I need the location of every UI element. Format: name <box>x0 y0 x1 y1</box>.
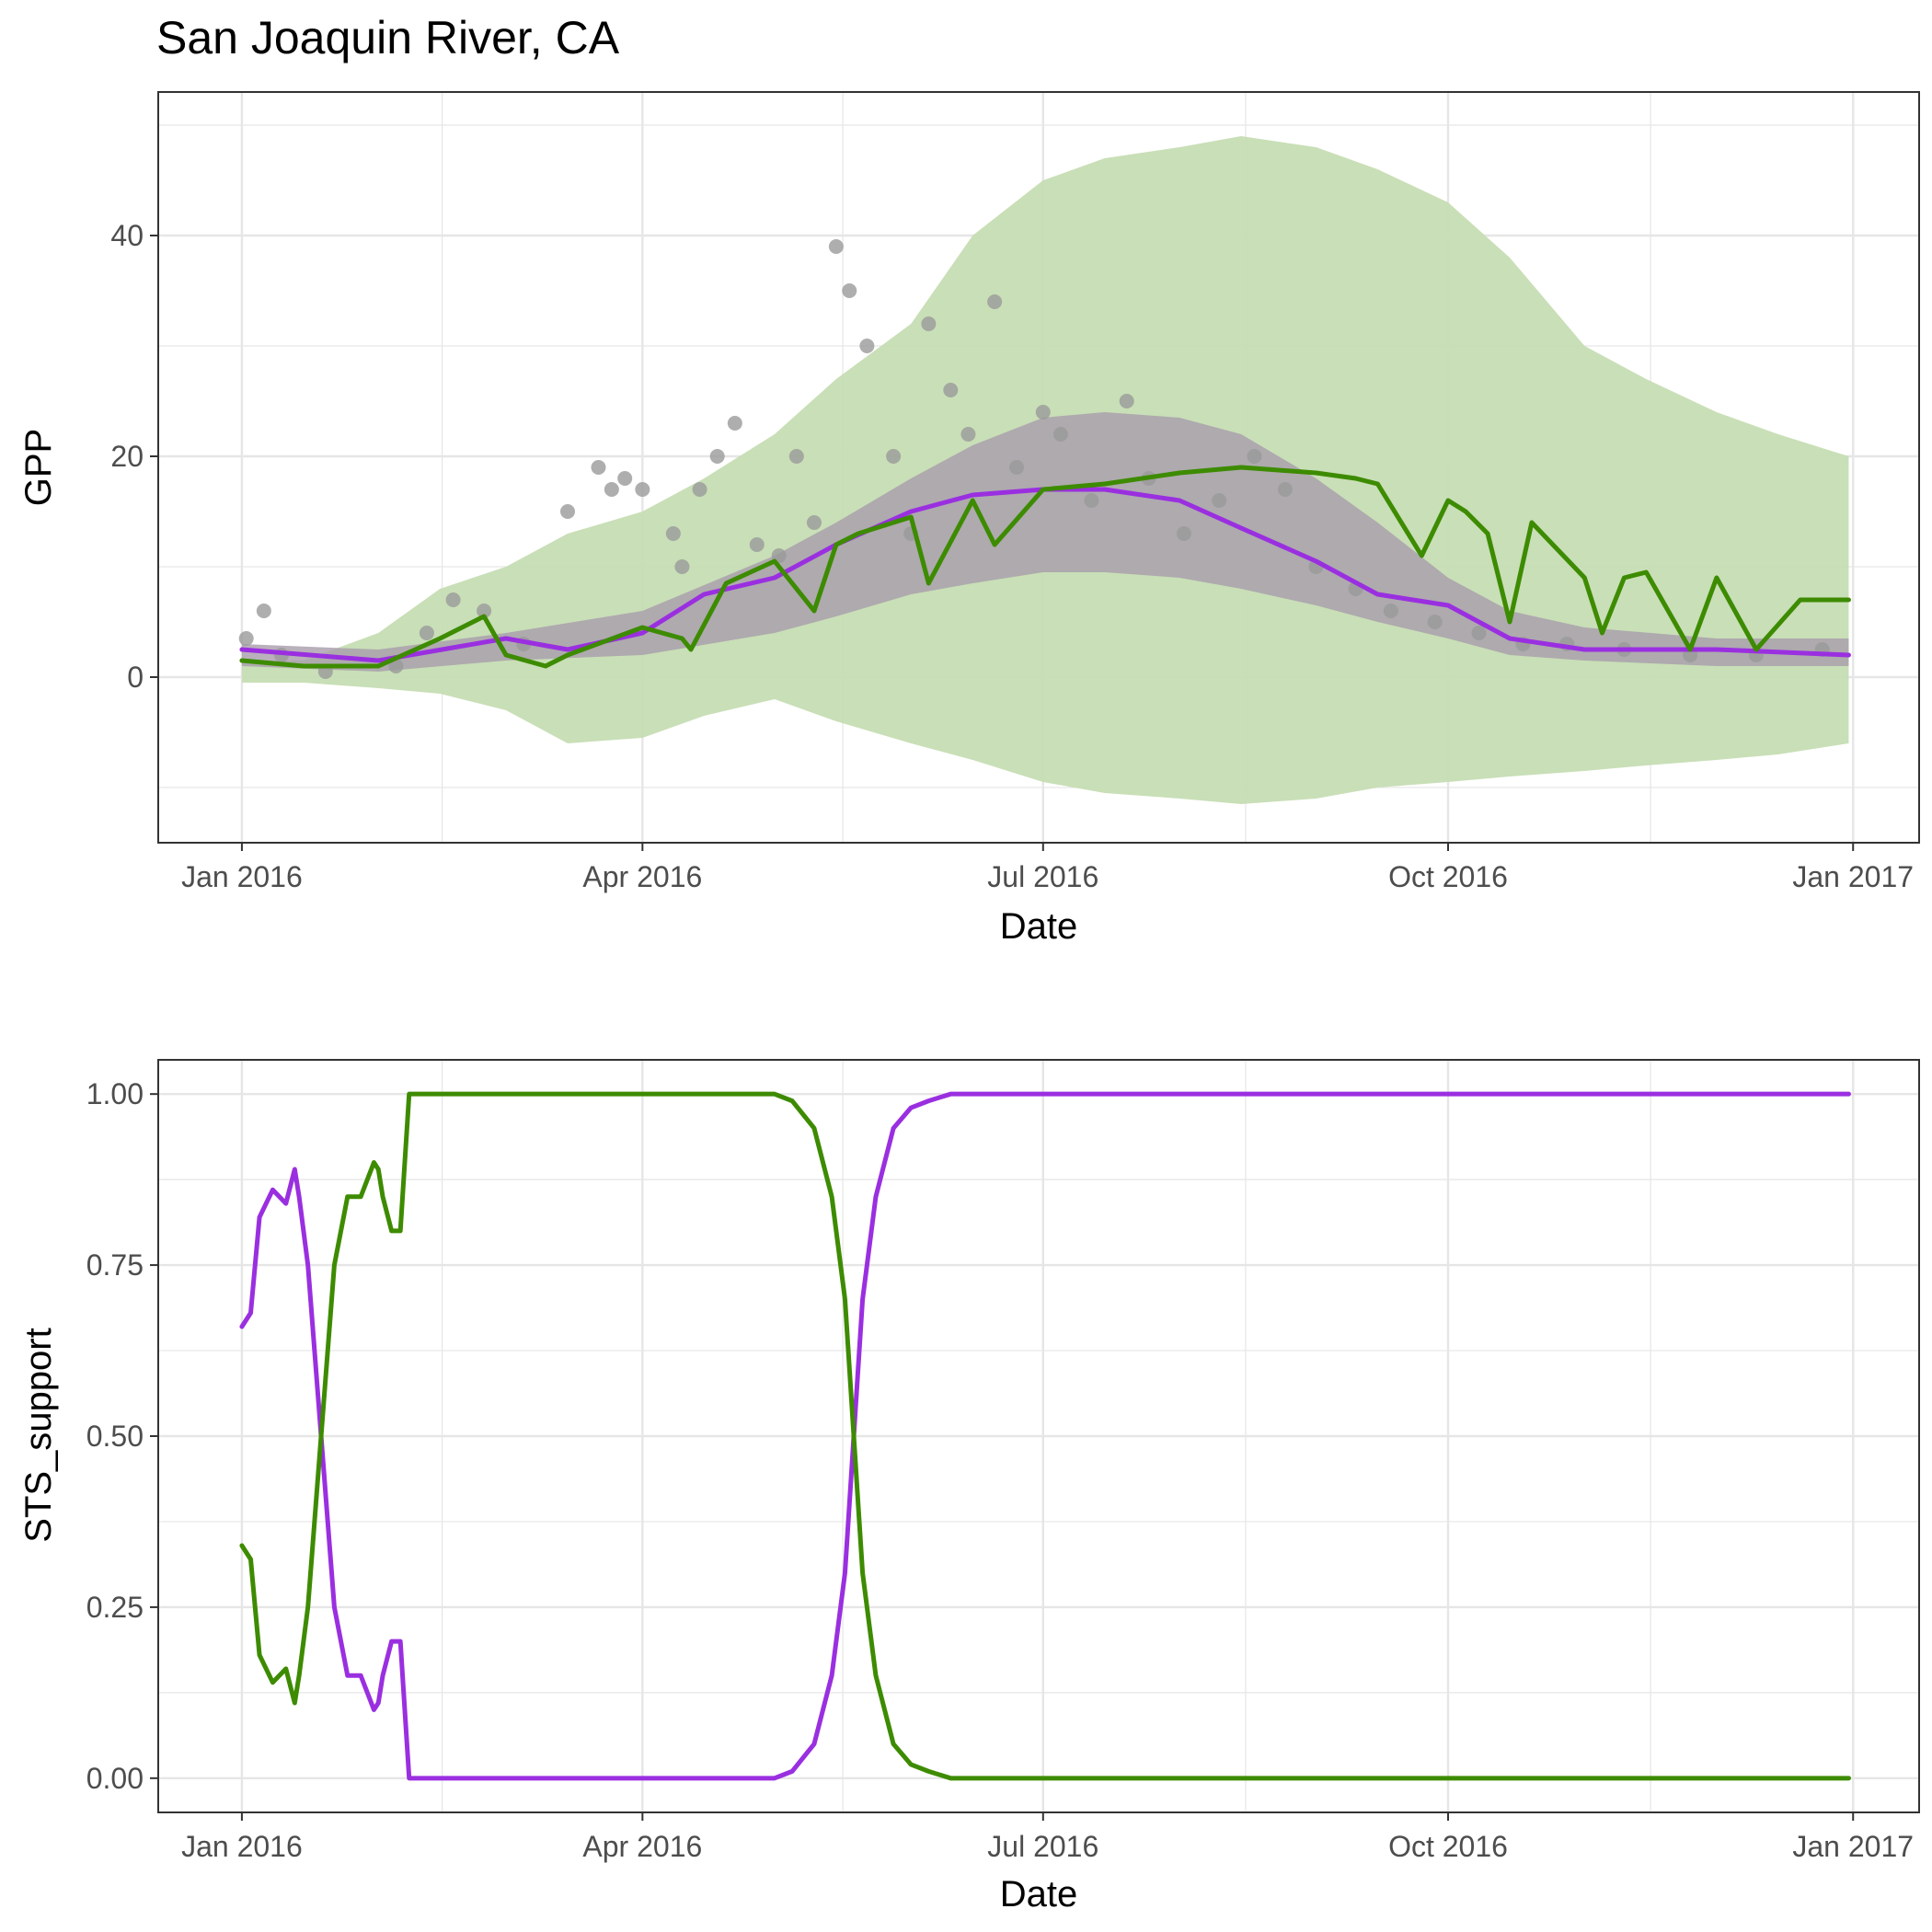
observed-point <box>477 604 492 618</box>
observed-point <box>1084 493 1099 508</box>
gpp-y-tick-label: 40 <box>110 219 144 252</box>
observed-point <box>1176 526 1191 541</box>
observed-point <box>617 471 633 486</box>
observed-point <box>665 526 681 541</box>
observed-point <box>859 339 875 353</box>
gpp-y-axis: 0 20 40 <box>110 219 158 694</box>
observed-point <box>1471 626 1487 640</box>
observed-point <box>560 504 576 519</box>
observed-point <box>828 239 844 254</box>
observed-point <box>921 316 937 331</box>
observed-point <box>886 449 902 464</box>
gpp-x-axis: Jan 2016 Apr 2016 Jul 2016 Oct 2016 Jan 2017 <box>181 843 1914 893</box>
observed-point <box>960 427 976 442</box>
observed-point <box>1052 427 1068 442</box>
gpp-y-axis-title: GPP <box>18 429 59 506</box>
sts-purple-line <box>239 1091 1851 1781</box>
observed-point <box>419 626 434 640</box>
gpp-x-tick-label: Jul 2016 <box>987 860 1098 893</box>
sts-x-tick-label: Oct 2016 <box>1388 1830 1508 1863</box>
observed-point <box>788 449 804 464</box>
sts-y-tick-label: 1.00 <box>86 1077 144 1110</box>
sts-green-line <box>239 1091 1851 1781</box>
observed-point <box>1427 615 1443 629</box>
observed-point <box>806 515 822 530</box>
gpp-x-tick-label: Apr 2016 <box>582 860 702 893</box>
sts-lines <box>239 1091 1851 1781</box>
sts-y-axis-title: STS_support <box>18 1328 59 1542</box>
sts-x-tick-label: Jan 2016 <box>181 1830 303 1863</box>
gpp-y-tick-label: 20 <box>110 440 144 473</box>
observed-point <box>1277 482 1293 497</box>
sts-x-tick-label: Apr 2016 <box>582 1830 702 1863</box>
observed-point <box>727 416 742 431</box>
gpp-x-axis-title: Date <box>1000 906 1078 947</box>
sts-x-axis: Jan 2016 Apr 2016 Jul 2016 Oct 2016 Jan 2017 <box>181 1812 1914 1863</box>
observed-point <box>674 559 690 574</box>
sts-panel: Jan 2016 Apr 2016 Jul 2016 Oct 2016 Jan 2017… <box>18 1059 1920 1915</box>
observed-point <box>445 592 461 607</box>
observed-point <box>604 482 619 497</box>
sts-x-axis-title: Date <box>1000 1874 1078 1915</box>
sts-grid <box>158 1060 1919 1812</box>
sts-y-tick-label: 0.75 <box>86 1248 144 1282</box>
observed-point <box>388 659 404 673</box>
observed-point <box>749 537 765 552</box>
gpp-green-line-layer <box>239 465 1851 669</box>
sts-x-tick-label: Jan 2017 <box>1792 1830 1914 1863</box>
sts-y-tick-label: 0.00 <box>86 1762 144 1795</box>
observed-point <box>238 631 254 646</box>
observed-point <box>692 482 707 497</box>
observed-point <box>1383 604 1398 618</box>
gpp-panel: Jan 2016 Apr 2016 Jul 2016 Oct 2016 Jan 2017… <box>18 91 1920 947</box>
observed-point <box>1212 493 1227 508</box>
observed-point <box>987 294 1003 309</box>
observed-point <box>1009 460 1025 475</box>
chart-title: San Joaquin River, CA <box>156 12 620 63</box>
gpp-y-tick-label: 0 <box>127 661 144 694</box>
observed-point <box>1247 449 1262 464</box>
observed-point <box>709 449 725 464</box>
observed-point <box>256 604 271 618</box>
observed-point <box>842 283 857 298</box>
observed-point <box>1119 394 1134 408</box>
gpp-green-model-line <box>239 465 1851 669</box>
observed-point <box>1035 405 1051 420</box>
sts-y-axis: 0.00 0.25 0.50 0.75 1.00 <box>86 1077 158 1795</box>
gpp-x-tick-label: Jan 2016 <box>181 860 303 893</box>
sts-y-tick-label: 0.25 <box>86 1591 144 1624</box>
observed-point <box>635 482 650 497</box>
gpp-x-tick-label: Oct 2016 <box>1388 860 1508 893</box>
sts-x-tick-label: Jul 2016 <box>987 1830 1098 1863</box>
gpp-panel-border <box>157 91 1920 844</box>
gpp-x-tick-label: Jan 2017 <box>1792 860 1914 893</box>
sts-y-tick-label: 0.50 <box>86 1420 144 1453</box>
observed-point <box>591 460 606 475</box>
observed-point <box>943 383 959 397</box>
